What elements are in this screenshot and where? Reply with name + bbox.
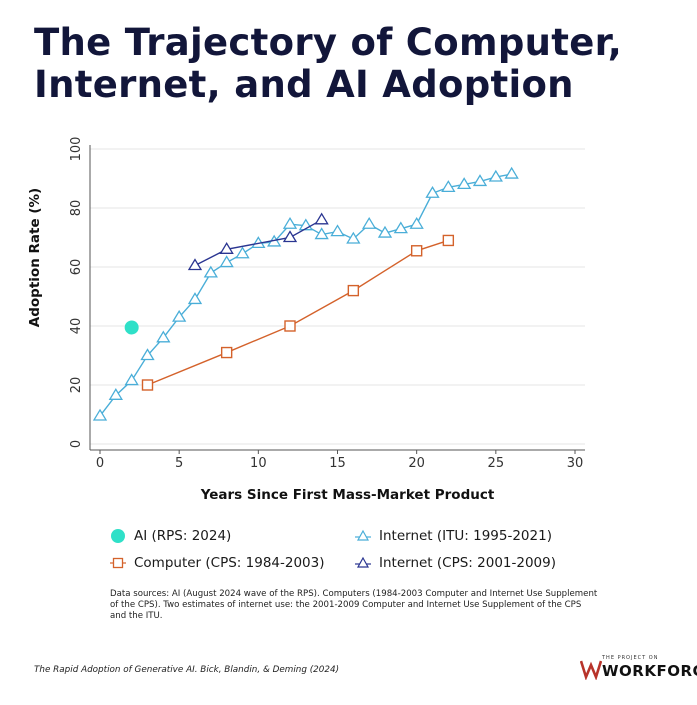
data-point-square (141, 379, 154, 391)
y-tick-label: 20 (69, 377, 84, 394)
data-point-triangle (187, 258, 203, 271)
data-point-square (410, 245, 423, 257)
data-point-triangle (108, 388, 123, 400)
data-point-square (220, 346, 233, 359)
y-tick-label: 80 (69, 200, 84, 217)
data-point-square (347, 284, 360, 297)
ai-marker-icon (111, 529, 125, 543)
data-point-triangle (425, 185, 440, 198)
data-point-triangle (346, 231, 361, 244)
chart-legend: AI (RPS: 2024) Computer (CPS: 1984-2003)… (110, 528, 610, 588)
y-tick-label: 60 (69, 259, 84, 276)
workforce-logo: THE PROJECT ON WORKFORCE (580, 655, 697, 683)
x-tick-label: 15 (329, 456, 346, 471)
data-point-triangle (488, 169, 503, 182)
x-tick-label: 0 (96, 456, 104, 471)
legend-item-computer: Computer (CPS: 1984-2003) (110, 555, 325, 571)
data-point-triangle (362, 216, 377, 229)
data-point-ai (124, 320, 139, 335)
data-point-triangle (314, 227, 329, 240)
data-point-triangle (172, 309, 187, 322)
data-point-triangle (457, 177, 472, 190)
internet-cps-marker-icon (355, 556, 371, 568)
w-logo-icon (580, 660, 602, 680)
x-tick-label: 5 (175, 456, 183, 471)
data-point-triangle (504, 166, 519, 179)
citation: The Rapid Adoption of Generative AI. Bic… (34, 665, 340, 675)
x-tick-label: 20 (408, 456, 425, 471)
data-point-triangle (124, 373, 139, 386)
data-point-triangle (377, 225, 393, 238)
y-tick-label: 100 (69, 137, 84, 162)
data-point-triangle (282, 230, 298, 243)
data-point-triangle (393, 221, 408, 234)
data-point-triangle (282, 216, 298, 229)
title-line-2: Internet, and AI Adoption (34, 63, 574, 106)
data-point-triangle (409, 216, 424, 229)
data-point-triangle (203, 265, 218, 278)
data-point-square (442, 234, 455, 247)
data-point-triangle (219, 242, 234, 254)
x-tick-label: 10 (250, 456, 267, 471)
x-tick-label: 25 (488, 456, 505, 471)
data-point-triangle (314, 212, 329, 225)
legend-label-computer: Computer (CPS: 1984-2003) (134, 555, 325, 571)
legend-item-internet-cps: Internet (CPS: 2001-2009) (355, 555, 556, 571)
data-point-triangle (187, 292, 203, 305)
series-line-3 (194, 219, 323, 267)
x-tick-label: 30 (567, 456, 584, 471)
internet-itu-marker-icon (355, 529, 371, 541)
data-point-triangle (235, 246, 250, 259)
data-point-triangle (92, 408, 108, 421)
adoption-chart: 0 20 40 60 80 100 0 5 10 15 20 25 30 Years Since Firs… (27, 137, 585, 503)
computer-marker-icon (110, 557, 126, 569)
title-line-1: The Trajectory of Computer, (34, 21, 623, 64)
legend-item-ai: AI (RPS: 2024) (110, 528, 231, 544)
y-tick-label: 40 (69, 318, 84, 335)
data-point-triangle (330, 224, 345, 237)
series-line-2 (147, 239, 449, 386)
data-point-triangle (140, 348, 155, 361)
data-point-triangle (472, 174, 488, 187)
x-axis-label: Years Since First Mass-Market Product (200, 487, 495, 503)
page-title: The Trajectory of Computer, Internet, an… (34, 22, 622, 106)
logo-big-text: WORKFORCE (602, 662, 697, 680)
y-tick-label: 0 (69, 440, 84, 448)
data-point-triangle (156, 330, 171, 343)
legend-label-internet-cps: Internet (CPS: 2001-2009) (379, 555, 556, 571)
logo-small-text: THE PROJECT ON (602, 655, 659, 661)
legend-label-internet-itu: Internet (ITU: 1995-2021) (379, 528, 552, 544)
data-sources-note: Data sources: AI (August 2024 wave of th… (110, 589, 598, 621)
legend-item-internet-itu: Internet (ITU: 1995-2021) (355, 528, 552, 544)
y-axis-label: Adoption Rate (%) (27, 188, 43, 327)
data-point-triangle (441, 180, 456, 193)
data-point-square (284, 320, 296, 332)
data-point-triangle (219, 255, 234, 268)
legend-label-ai: AI (RPS: 2024) (134, 528, 232, 544)
